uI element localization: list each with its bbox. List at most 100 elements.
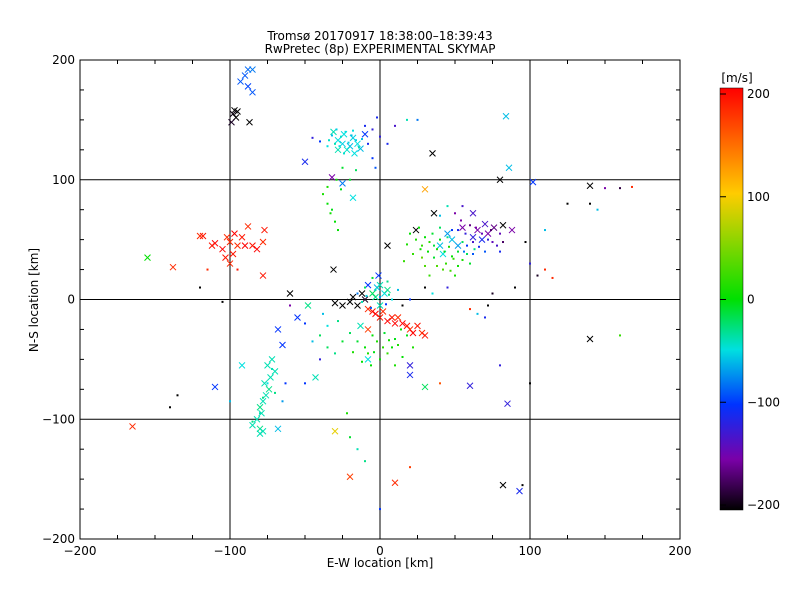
data-point-dot (529, 382, 531, 385)
data-point-cross (504, 400, 511, 408)
data-point-dot (478, 245, 480, 248)
data-point-cross (454, 242, 462, 249)
data-point-dot (328, 139, 330, 142)
data-point-cross (331, 427, 339, 435)
colorbar-tick-label: 200 (747, 87, 770, 101)
data-point-dot (379, 508, 381, 511)
data-point-dot (271, 367, 273, 370)
data-point-dot (365, 294, 368, 297)
data-point-dot (388, 339, 390, 342)
data-point-dot (352, 351, 354, 354)
data-point-dot (221, 300, 224, 303)
data-point-cross (241, 72, 249, 79)
data-point-dot (343, 152, 345, 155)
data-point-dot (481, 232, 483, 235)
data-point-dot (334, 352, 336, 355)
data-point-dot (349, 178, 351, 181)
data-point-dot (442, 268, 444, 271)
data-point-dot (451, 229, 453, 232)
data-point-cross (369, 290, 376, 297)
data-point-dot (484, 316, 486, 319)
colorbar-tick-labels: 200 100 0 −100 −200 (720, 87, 780, 512)
data-point-cross (261, 226, 268, 234)
chart-subtitle: RwPretec (8p) EXPERIMENTAL SKYMAP (265, 42, 496, 56)
data-point-dot (487, 238, 489, 241)
data-point-cross (301, 158, 309, 166)
data-point-dot (496, 244, 498, 247)
data-point-dot (281, 400, 284, 403)
data-point-cross (421, 383, 429, 391)
data-point-cross (238, 362, 246, 369)
data-point-dot (322, 312, 324, 315)
data-point-dot (259, 412, 261, 415)
data-point-cross (226, 260, 234, 267)
data-point-dot (412, 252, 414, 255)
data-point-dot (371, 334, 374, 337)
data-point-cross (219, 245, 226, 253)
data-point-dot (371, 157, 374, 160)
data-point-dot (331, 134, 333, 137)
data-point-dot (383, 332, 386, 335)
data-point-dot (457, 250, 459, 253)
data-point-cross (354, 140, 361, 148)
data-point-dot (386, 352, 389, 355)
data-point-cross (231, 230, 238, 237)
data-point-dot (391, 298, 393, 301)
chart-title: Tromsø 20170917 18:38:00–18:39:43 (266, 29, 492, 43)
data-point-dot (341, 340, 344, 343)
data-point-cross (391, 479, 399, 487)
data-point-dot (229, 400, 231, 403)
data-point-dot (499, 364, 501, 367)
data-point-dot (304, 382, 306, 385)
data-point-cross (244, 82, 252, 90)
colorbar-tick-label: 100 (747, 190, 770, 204)
data-point-dot (355, 169, 357, 172)
data-point-dot (388, 293, 390, 296)
data-point-dot (206, 268, 209, 271)
data-point-cross (384, 286, 391, 294)
x-tick-label: 0 (376, 544, 384, 558)
grid-lines (80, 60, 680, 539)
data-point-dot (536, 274, 539, 277)
data-point-dot (274, 391, 276, 394)
data-point-cross (349, 293, 357, 301)
y-tick-label: −100 (42, 412, 75, 426)
data-point-cross (430, 209, 438, 217)
data-point-dot (386, 280, 389, 283)
y-tick-label: 200 (52, 53, 75, 67)
data-point-cross (144, 254, 151, 261)
data-point-dot (361, 138, 363, 141)
data-point-dot (326, 346, 329, 349)
y-tick-label: 100 (52, 173, 75, 187)
data-point-cross (376, 281, 384, 289)
data-point-dot (337, 229, 339, 232)
data-point-dot (604, 187, 606, 190)
data-point-dot (416, 118, 419, 121)
data-point-dot (448, 245, 450, 248)
data-point-cross (409, 329, 417, 337)
data-point-dot (311, 340, 314, 343)
data-point-dot (364, 346, 366, 349)
data-point-dot (335, 178, 338, 181)
data-point-dot (361, 360, 363, 363)
data-point-dot (289, 304, 291, 307)
data-point-dot (472, 241, 474, 244)
data-point-cross (346, 473, 354, 481)
data-point-dot (427, 250, 429, 253)
data-point-dot (428, 274, 431, 277)
data-point-cross (258, 409, 265, 417)
data-point-cross (223, 233, 231, 241)
data-point-dot (361, 300, 363, 303)
data-point-cross (372, 310, 379, 318)
data-point-dot (326, 185, 329, 188)
data-point-dot (340, 188, 342, 191)
data-point-dot (371, 128, 374, 131)
data-point-dot (409, 232, 411, 235)
data-point-dot (376, 116, 378, 119)
data-point-dot (491, 241, 494, 244)
data-point-dot (472, 252, 474, 255)
data-point-cross (466, 382, 474, 390)
data-point-dot (406, 243, 408, 246)
data-point-dot (421, 244, 423, 247)
data-point-cross (259, 272, 267, 279)
